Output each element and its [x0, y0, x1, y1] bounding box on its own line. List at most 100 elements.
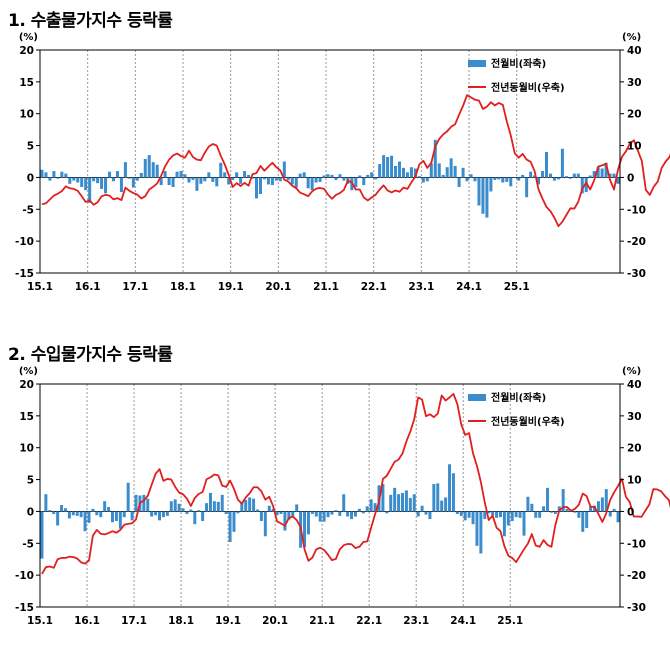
bar-mom	[421, 177, 425, 183]
bar-mom	[510, 511, 514, 521]
bar-mom	[118, 511, 122, 529]
left-tick-label: 5	[27, 475, 34, 487]
x-tick-label: 16.1	[74, 615, 100, 627]
bar-mom	[433, 139, 437, 178]
bar-mom	[173, 499, 177, 512]
bar-mom	[584, 177, 588, 193]
bar-mom	[374, 177, 378, 180]
bar-mom	[449, 158, 453, 178]
bar-mom	[369, 499, 373, 512]
bar-mom	[473, 177, 477, 182]
bar-mom	[604, 489, 608, 512]
bar-mom	[123, 162, 127, 178]
x-tick-label: 22.1	[356, 615, 382, 627]
bar-mom	[552, 177, 556, 181]
bar-mom	[342, 177, 346, 181]
bar-mom	[385, 511, 389, 514]
bar-mom	[56, 177, 60, 179]
bar-mom	[68, 177, 72, 184]
bar-mom	[252, 498, 256, 512]
bar-mom	[616, 177, 620, 184]
bar-mom	[303, 511, 307, 548]
bar-mom	[114, 511, 118, 521]
right-axis-unit: (%)	[622, 32, 641, 43]
bar-mom	[322, 175, 326, 178]
bar-mom	[509, 177, 513, 187]
bar-mom	[147, 155, 151, 178]
bar-mom	[459, 511, 463, 516]
bar-mom	[389, 494, 393, 512]
bar-mom	[577, 511, 581, 518]
left-tick-label: 10	[19, 443, 34, 455]
left-tick-label: 15	[19, 77, 34, 89]
x-tick-label: 15.1	[27, 281, 53, 293]
bar-mom	[487, 511, 491, 514]
bar-mom	[334, 177, 338, 180]
bar-mom	[457, 177, 461, 187]
right-tick-label: -30	[627, 268, 646, 280]
bar-mom	[64, 173, 68, 178]
bar-mom	[310, 511, 314, 514]
bar-mom	[463, 511, 467, 521]
left-tick-label: 20	[19, 379, 34, 391]
x-tick-label: 16.1	[75, 281, 101, 293]
bar-mom	[534, 511, 538, 518]
bar-mom	[546, 487, 549, 512]
bar-mom	[373, 503, 377, 512]
bar-mom	[306, 177, 310, 189]
x-tick-label: 17.1	[122, 281, 148, 293]
line-yoy	[41, 94, 670, 228]
right-tick-label: 40	[627, 45, 642, 57]
x-tick-label: 18.1	[170, 281, 196, 293]
bar-mom	[212, 501, 216, 512]
bar-mom	[142, 494, 146, 512]
bar-mom	[287, 511, 291, 520]
bar-mom	[185, 511, 189, 514]
bar-mom	[189, 509, 193, 512]
bar-mom	[506, 511, 510, 526]
left-tick-label: 15	[19, 411, 34, 423]
bar-mom	[197, 510, 201, 512]
bar-mom	[505, 177, 509, 182]
bar-mom	[588, 175, 592, 178]
bar-mom	[358, 175, 362, 178]
bar-mom	[236, 511, 240, 514]
bar-mom	[405, 172, 409, 178]
bar-mom	[201, 511, 205, 521]
bar-mom	[205, 503, 209, 512]
bar-mom	[541, 171, 545, 178]
bar-mom	[495, 511, 499, 518]
bar-mom	[71, 511, 75, 516]
x-tick-label: 24.1	[450, 615, 476, 627]
bar-mom	[330, 511, 334, 515]
bar-mom	[475, 511, 479, 546]
bar-mom	[538, 511, 542, 518]
bar-mom	[231, 177, 235, 180]
bar-mom	[291, 511, 295, 517]
right-tick-label: 40	[627, 379, 642, 391]
bar-mom	[79, 511, 83, 518]
chart-title: 1. 수출물가지수 등락률	[8, 11, 173, 31]
bar-mom	[96, 177, 100, 184]
bar-mom	[243, 171, 247, 178]
bar-mom	[146, 498, 150, 512]
bar-mom	[134, 494, 138, 512]
bar-mom	[548, 173, 552, 178]
bar-mom	[247, 174, 251, 178]
bar-mom	[382, 155, 386, 178]
bar-mom	[514, 511, 518, 518]
bar-mom	[227, 177, 231, 185]
x-tick-label: 25.1	[497, 615, 523, 627]
bar-mom	[350, 511, 354, 520]
bar-mom	[455, 511, 459, 514]
bar-mom	[481, 177, 485, 214]
bar-mom	[60, 171, 64, 178]
bar-mom	[338, 174, 342, 178]
bar-mom	[362, 177, 366, 186]
bar-mom	[378, 164, 382, 178]
bar-mom	[397, 494, 401, 512]
bar-mom	[564, 176, 568, 178]
bar-mom	[556, 177, 560, 180]
x-tick-label: 20.1	[262, 615, 288, 627]
bar-mom	[48, 177, 52, 181]
